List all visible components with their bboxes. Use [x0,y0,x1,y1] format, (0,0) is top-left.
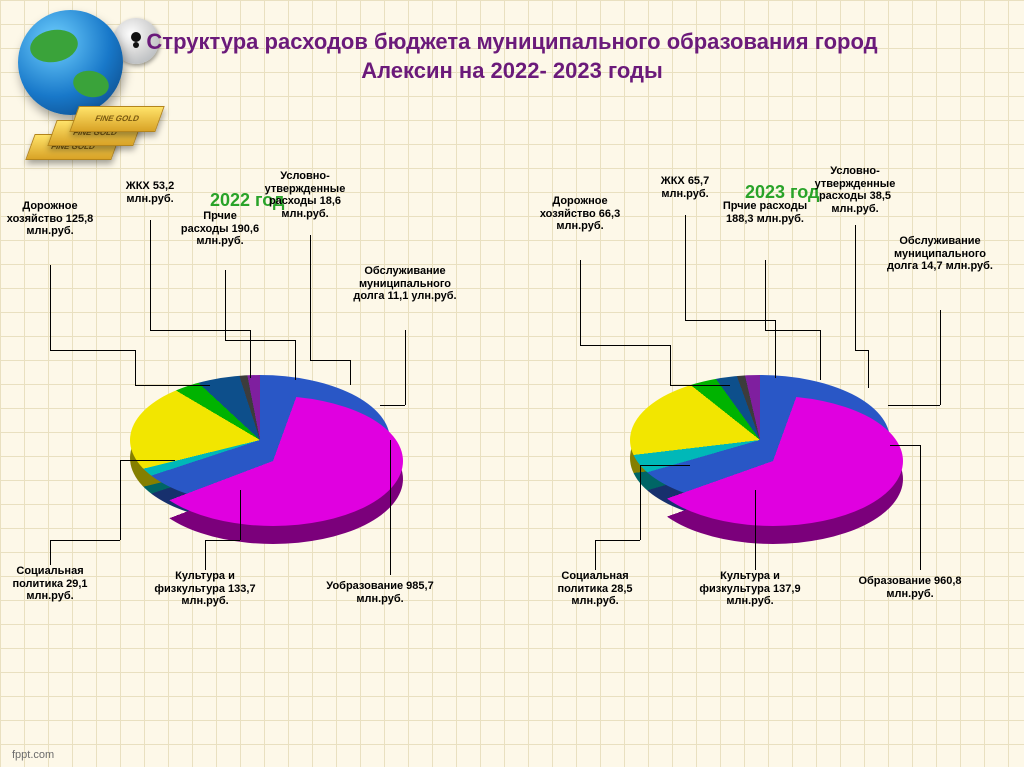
leader-line [820,330,821,380]
leader-line [580,345,670,346]
slide: FINE GOLD FINE GOLD FINE GOLD Структура … [0,0,1024,767]
leader-line [50,265,51,350]
leader-line [310,360,350,361]
leader-line [868,350,869,388]
leader-line [670,345,671,385]
slice-label: Условно-утвержденные расходы 38,5 млн.ру… [800,165,910,216]
leader-line [120,460,175,461]
slice-label: Обслуживание муниципального долга 14,7 м… [885,235,995,273]
leader-line [940,310,941,405]
leader-line [50,540,120,541]
leader-line [150,220,151,330]
leader-line [685,320,775,321]
slice-label: Образование 960,8 млн.руб. [850,575,970,600]
slice-label: Социальная политика 29,1 млн.руб. [0,565,105,603]
pie-chart-2023: Образование 960,8 млн.руб.Обслуживание м… [520,170,990,730]
slice-label: ЖКХ 65,7 млн.руб. [640,175,730,200]
leader-line [640,465,641,540]
leader-line [225,340,295,341]
leader-line [50,540,51,565]
leader-line [205,540,240,541]
footer-credit: fppt.com [12,749,54,761]
leader-line [205,540,206,570]
leader-line [855,225,856,350]
leader-line [310,235,311,360]
leader-line [890,445,920,446]
leader-line [888,405,940,406]
slice-label: Культура и физкультура 137,9 млн.руб. [695,570,805,608]
leader-line [240,490,241,540]
leader-line [920,445,921,570]
leader-line [295,340,296,380]
leader-line [50,350,135,351]
pie-chart-2022: Уобразование 985,7 млн.руб. Обслуживание … [20,170,490,730]
leader-line [150,330,250,331]
leader-line [390,440,391,575]
leader-line [595,540,640,541]
leader-line [580,260,581,345]
leader-line [135,385,210,386]
slice-label: Обслуживание муниципального долга 11,1 у… [350,265,460,303]
slice-label: Социальная политика 28,5 млн.руб. [540,570,650,608]
pie-3d [630,375,890,545]
leader-line [775,320,776,378]
leader-line [640,465,690,466]
slice-label: Культура и физкультура 133,7 млн.руб. [150,570,260,608]
gold-bars-icon: FINE GOLD FINE GOLD FINE GOLD [24,98,144,168]
leader-line [135,350,136,385]
slice-label: Дорожное хозяйство 66,3 млн.руб. [530,195,630,233]
slice-label: Дорожное хозяйство 125,8 млн.руб. [0,200,100,238]
slice-label: Прчие расходы 188,3 млн.руб. [715,200,815,225]
leader-line [685,215,686,320]
slice-label: Условно-утвержденные расходы 18,6 млн.ру… [250,170,360,221]
leader-line [595,540,596,570]
leader-line [350,360,351,385]
leader-line [250,330,251,378]
leader-line [120,460,121,540]
slide-title: Структура расходов бюджета муниципальног… [0,28,1024,85]
leader-line [765,330,820,331]
leader-line [405,330,406,405]
slice-label: Уобразование 985,7 млн.руб. [320,580,440,605]
slice-label: ЖКХ 53,2 млн.руб. [105,180,195,205]
leader-line [855,350,868,351]
leader-line [380,405,405,406]
leader-line [755,490,756,570]
leader-line [670,385,730,386]
slice-label: Прчие расходы 190,6 млн.руб. [180,210,260,248]
